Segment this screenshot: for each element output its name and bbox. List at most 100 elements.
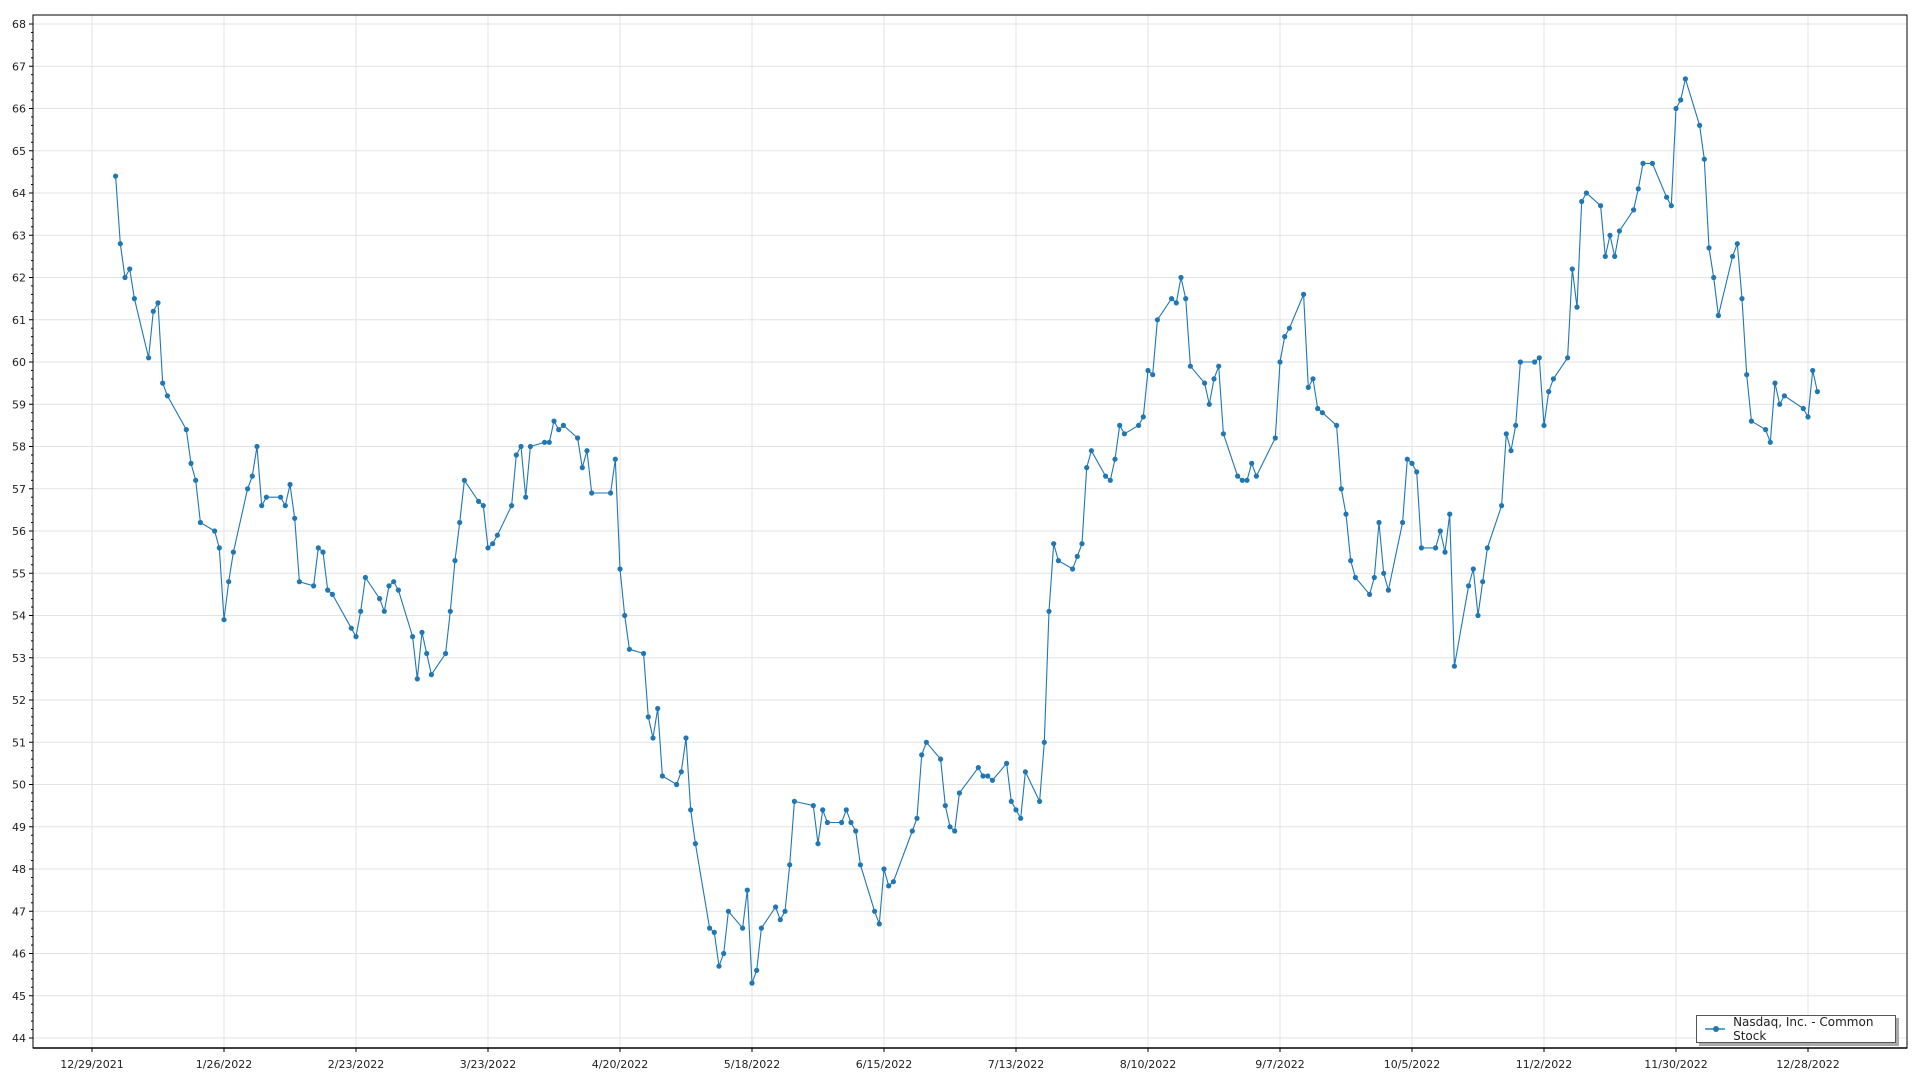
data-point xyxy=(622,612,628,619)
x-tick-label: 12/28/2022 xyxy=(1776,1058,1839,1071)
data-point xyxy=(490,541,496,547)
data-point xyxy=(1004,760,1010,767)
data-point xyxy=(551,418,557,424)
data-point xyxy=(296,579,302,585)
y-tick-label: 51 xyxy=(12,736,26,749)
y-tick-label: 60 xyxy=(12,356,26,369)
x-tick-label: 6/15/2022 xyxy=(856,1058,912,1071)
data-point xyxy=(1107,477,1113,483)
y-tick-label: 55 xyxy=(12,567,26,580)
data-point xyxy=(1814,389,1820,395)
data-point xyxy=(1730,253,1736,259)
data-point xyxy=(1706,245,1712,251)
data-point xyxy=(1418,545,1424,551)
y-tick-label: 46 xyxy=(12,948,26,961)
data-point xyxy=(754,967,760,974)
data-point xyxy=(716,963,722,969)
data-point xyxy=(1404,456,1410,462)
data-point xyxy=(419,629,425,636)
data-point xyxy=(1565,355,1571,361)
data-point xyxy=(1805,414,1811,420)
data-point xyxy=(938,756,944,762)
data-point xyxy=(749,980,755,986)
data-point xyxy=(886,883,892,889)
data-point xyxy=(146,355,152,361)
x-tick-label: 4/20/2022 xyxy=(592,1058,648,1071)
data-point xyxy=(1169,296,1175,302)
data-point xyxy=(1536,355,1542,361)
legend-label: Nasdaq, Inc. - Common Stock xyxy=(1733,1015,1874,1043)
data-point xyxy=(1381,570,1387,576)
data-point xyxy=(1414,469,1420,475)
data-point xyxy=(452,558,458,564)
data-point xyxy=(1451,663,1457,669)
data-point xyxy=(1739,296,1745,302)
x-tick-label: 11/30/2022 xyxy=(1644,1058,1707,1071)
data-point xyxy=(655,705,661,712)
data-point xyxy=(485,545,491,551)
data-point xyxy=(1187,363,1193,369)
data-point xyxy=(509,503,515,509)
data-point xyxy=(381,608,387,614)
data-point xyxy=(391,579,397,585)
data-point xyxy=(725,908,732,914)
data-point xyxy=(1211,376,1217,382)
data-point xyxy=(1442,549,1448,555)
data-point xyxy=(263,494,269,500)
y-tick-label: 48 xyxy=(12,863,26,876)
data-point xyxy=(857,862,864,868)
data-point xyxy=(1810,367,1816,374)
data-point xyxy=(527,443,534,450)
data-point xyxy=(523,494,529,500)
data-point xyxy=(645,714,651,720)
data-point xyxy=(1121,431,1127,437)
data-point xyxy=(947,824,953,830)
data-point xyxy=(1367,591,1373,598)
data-point xyxy=(1183,296,1189,302)
data-point xyxy=(1682,76,1688,82)
data-point xyxy=(320,549,326,555)
data-point xyxy=(1150,372,1156,378)
data-point xyxy=(292,515,298,521)
data-point xyxy=(122,274,128,281)
data-point xyxy=(117,241,123,247)
y-tick-label: 68 xyxy=(12,18,26,31)
data-point xyxy=(155,300,161,306)
x-tick-label: 3/23/2022 xyxy=(460,1058,516,1071)
data-point xyxy=(1546,389,1552,395)
data-point xyxy=(608,490,614,496)
data-point xyxy=(226,579,232,585)
data-point xyxy=(810,803,816,809)
data-point xyxy=(1550,376,1556,382)
data-point xyxy=(909,828,915,834)
data-point xyxy=(1348,558,1354,564)
y-tick-label: 67 xyxy=(12,60,26,73)
data-point xyxy=(1466,583,1472,589)
data-point xyxy=(1244,477,1250,483)
data-point xyxy=(1640,160,1646,166)
y-tick-label: 53 xyxy=(12,652,26,665)
data-point xyxy=(1041,739,1047,745)
x-tick-label: 1/26/2022 xyxy=(196,1058,252,1071)
data-point xyxy=(358,608,364,614)
data-point xyxy=(410,634,416,640)
data-point xyxy=(1484,545,1490,551)
data-point xyxy=(1352,574,1358,581)
data-point xyxy=(1574,304,1580,310)
data-point xyxy=(1475,612,1481,619)
data-point xyxy=(1433,545,1439,551)
data-point xyxy=(1319,410,1325,416)
data-point xyxy=(1437,528,1443,534)
data-point xyxy=(1748,418,1754,424)
data-point xyxy=(1579,198,1585,205)
data-point xyxy=(744,887,750,893)
data-point xyxy=(315,545,321,551)
data-point xyxy=(259,503,265,509)
data-point xyxy=(1334,422,1340,428)
data-point xyxy=(617,566,623,572)
data-point xyxy=(1664,194,1670,200)
data-point xyxy=(650,735,656,741)
data-point xyxy=(1136,422,1142,428)
data-point xyxy=(249,473,255,479)
data-point xyxy=(1715,312,1721,319)
